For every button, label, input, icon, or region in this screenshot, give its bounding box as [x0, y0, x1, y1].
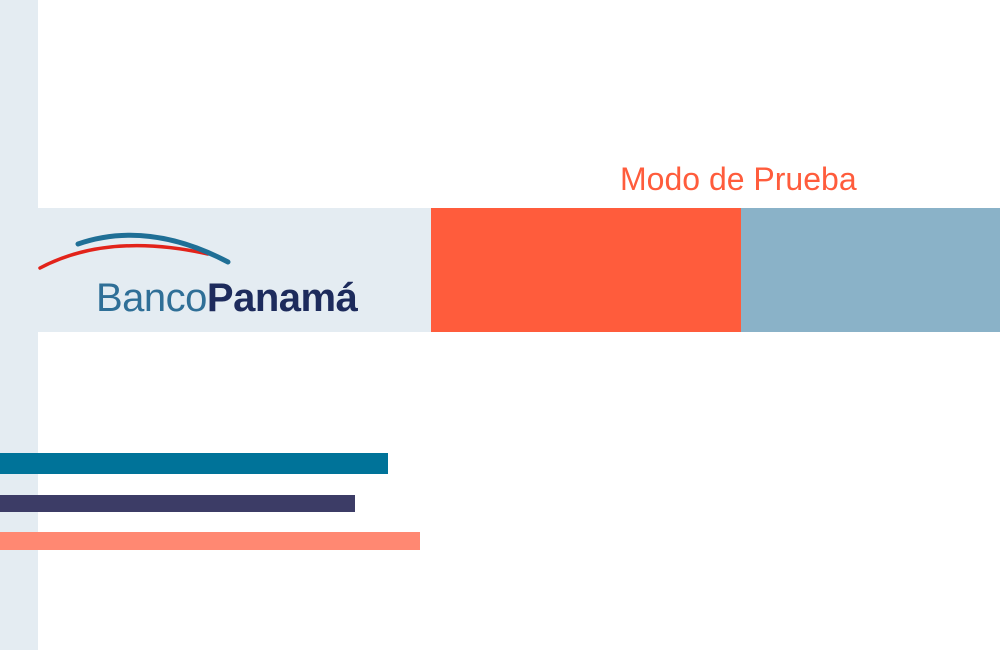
decorative-stripe-teal [0, 453, 388, 474]
brand-name-part1: Banco [96, 276, 207, 320]
brand-logo-wordmark: BancoPanamá [96, 276, 358, 320]
banner-accent-block [431, 208, 741, 332]
test-mode-label: Modo de Prueba [620, 161, 857, 197]
decorative-stripe-salmon [0, 532, 420, 550]
brand-banner: BancoPanamá [38, 208, 1000, 332]
banner-steel-block [741, 208, 1000, 332]
brand-name-part2: Panamá [206, 276, 358, 320]
double-arc-logo-icon [38, 232, 231, 270]
logo-panel: BancoPanamá [38, 208, 431, 332]
decorative-stripe-navy [0, 495, 355, 512]
left-rail [0, 0, 38, 650]
